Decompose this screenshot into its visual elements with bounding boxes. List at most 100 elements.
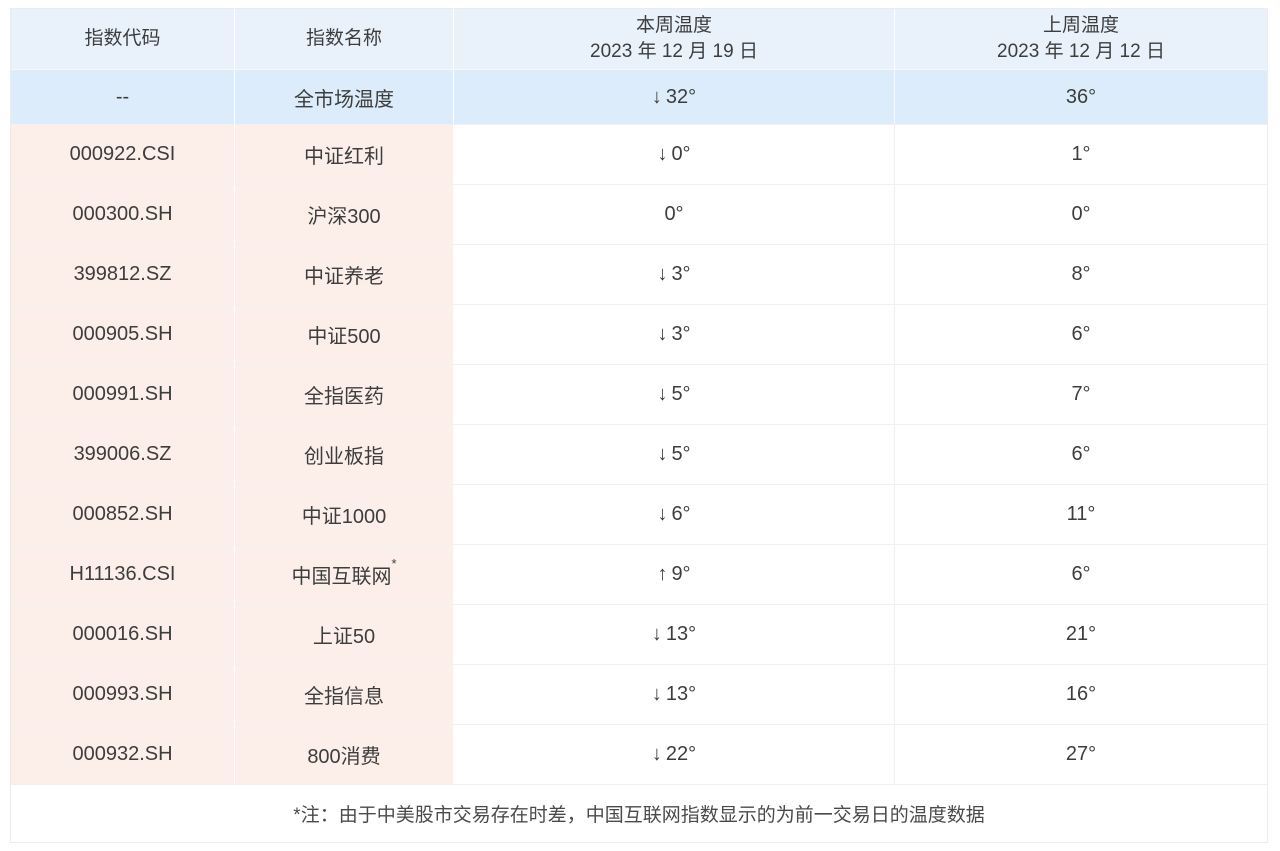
temp-value: 6° [671,503,691,525]
trend-arrow-icon: ↓ [651,743,662,765]
trend-arrow-icon: ↑ [657,563,668,585]
table-row: 000922.CSI 中证红利 ↓ 0° 1° [11,124,1267,184]
column-header-last-week: 上周温度 2023 年 12 月 12 日 [895,9,1267,69]
last-week-temp-cell: 27° [1065,743,1097,765]
this-week-temp-cell: ↑ 9° [454,545,895,604]
table-row: 000852.SH 中证1000 ↓ 6° 11° [11,484,1267,544]
table-row: 000905.SH 中证500 ↓ 3° 6° [11,304,1267,364]
index-code-cell: 399812.SZ [11,245,235,304]
index-code-cell: -- [11,70,235,124]
last-week-temp-cell: 8° [1071,263,1091,285]
index-name-text: 全指信息 [304,686,384,708]
trend-arrow-icon: ↓ [657,383,668,405]
note-superscript: * [391,556,397,571]
last-week-temp-cell: 6° [1071,563,1091,585]
temp-value: 3° [671,323,691,345]
trend-arrow-icon: ↓ [657,263,668,285]
index-name-cell: 中国互联网 * [235,545,454,604]
table-row: 000993.SH 全指信息 ↓ 13° 16° [11,664,1267,724]
table-row: 000016.SH 上证50 ↓ 13° 21° [11,604,1267,664]
index-name-text: 沪深300 [307,206,381,228]
table-row: 000300.SH 沪深300 0° 0° [11,184,1267,244]
table-row: 000991.SH 全指医药 ↓ 5° 7° [11,364,1267,424]
index-code-cell: 000991.SH [11,365,235,424]
index-name-text: 中证1000 [301,506,387,528]
temp-value: 13° [665,623,697,645]
index-code-cell: H11136.CSI [11,545,235,604]
last-week-temp-cell: 6° [1071,323,1091,345]
column-header-name: 指数名称 [235,9,454,69]
this-week-temp-cell: ↓ 6° [454,485,895,544]
last-week-temp-cell: 6° [1071,443,1091,465]
table-row: 399006.SZ 创业板指 ↓ 5° 6° [11,424,1267,484]
index-name-cell: 创业板指 [235,425,454,484]
index-code-cell: 399006.SZ [11,425,235,484]
index-name-cell: 中证红利 [235,125,454,184]
temp-value: 9° [671,563,691,585]
index-name-text: 中国互联网 [291,566,392,588]
last-week-temp-cell: 7° [1071,383,1091,405]
index-name-cell: 中证500 [235,305,454,364]
index-name-cell: 全指信息 [235,665,454,724]
index-name-text: 800消费 [307,746,381,768]
index-name-text: 中证养老 [304,266,384,288]
last-week-temp-cell: 0° [1071,203,1091,225]
this-week-temp-cell: ↓ 5° [454,425,895,484]
this-week-temp-cell: ↓ 32° [454,70,895,124]
index-name-cell: 800消费 [235,725,454,784]
footnote-text: *注：由于中美股市交易存在时差，中国互联网指数显示的为前一交易日的温度数据 [293,805,985,826]
index-name-cell: 中证养老 [235,245,454,304]
index-code-cell: 000993.SH [11,665,235,724]
table-row: 000932.SH 800消费 ↓ 22° 27° [11,724,1267,784]
this-week-temp-cell: ↓ 0° [454,125,895,184]
temp-value: 32° [665,85,697,108]
index-code-cell: 000922.CSI [11,125,235,184]
index-name-text: 中证红利 [304,146,384,168]
temp-value: 13° [665,683,697,705]
column-header-this-week: 本周温度 2023 年 12 月 19 日 [454,9,895,69]
index-name-text: 全指医药 [304,386,384,408]
temp-value: 0° [671,143,691,165]
trend-arrow-icon: ↓ [651,683,662,705]
index-name-text: 上证50 [312,626,376,648]
index-name-text: 创业板指 [304,446,384,468]
column-header-name-label: 指数名称 [305,28,382,49]
last-week-temp-cell: 11° [1066,503,1096,525]
index-name-text: 中证500 [307,326,381,348]
trend-arrow-icon: ↓ [657,143,668,165]
last-week-temp-cell: 36° [1065,85,1097,108]
index-name-text: 全市场温度 [294,88,394,111]
index-name-cell: 中证1000 [235,485,454,544]
table-row: 399812.SZ 中证养老 ↓ 3° 8° [11,244,1267,304]
index-code-cell: 000932.SH [11,725,235,784]
index-temperature-table: 指数代码 指数名称 本周温度 2023 年 12 月 19 日 上周温度 202… [10,8,1268,843]
column-header-code: 指数代码 [11,9,235,69]
this-week-temp-cell: ↓ 22° [454,725,895,784]
column-header-last-week-title: 上周温度 [1042,15,1119,36]
column-header-this-week-title: 本周温度 [635,15,712,36]
this-week-temp-cell: ↓ 3° [454,305,895,364]
this-week-temp-cell: ↓ 13° [454,665,895,724]
index-code-cell: 000905.SH [11,305,235,364]
index-name-cell: 全指医药 [235,365,454,424]
this-week-temp-cell: ↓ 3° [454,245,895,304]
index-code-cell: 000852.SH [11,485,235,544]
temp-value: 22° [665,743,697,765]
index-code-cell: 000016.SH [11,605,235,664]
temp-value: 3° [671,263,691,285]
index-name-cell: 沪深300 [235,185,454,244]
last-week-temp-cell: 21° [1065,623,1097,645]
trend-arrow-icon: ↓ [651,85,662,108]
index-name-cell: 上证50 [235,605,454,664]
column-header-this-week-date: 2023 年 12 月 19 日 [590,41,758,62]
index-name-cell: 全市场温度 [235,70,454,124]
header-row: 指数代码 指数名称 本周温度 2023 年 12 月 19 日 上周温度 202… [11,9,1267,69]
temp-value: 5° [671,443,691,465]
temp-value: 5° [671,383,691,405]
index-code-cell: 000300.SH [11,185,235,244]
this-week-temp-cell: ↓ 13° [454,605,895,664]
temp-value: 0° [664,203,684,225]
this-week-temp-cell: 0° [454,185,895,244]
footnote: *注：由于中美股市交易存在时差，中国互联网指数显示的为前一交易日的温度数据 [11,784,1267,842]
